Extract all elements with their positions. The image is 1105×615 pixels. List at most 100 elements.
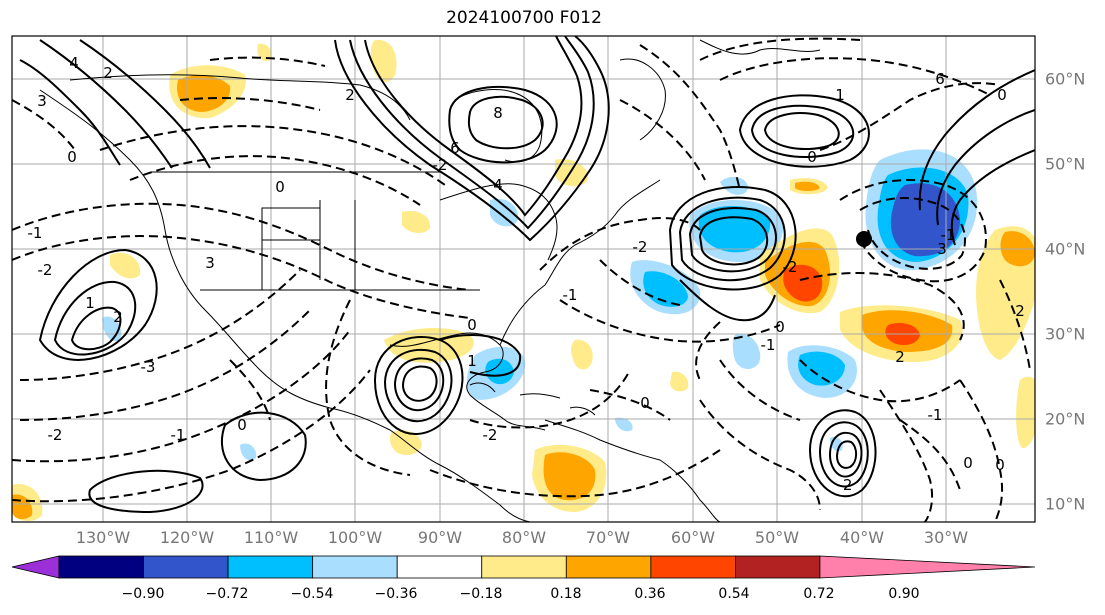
negative-anomaly-shading (798, 351, 845, 386)
lon-label: 90°W (417, 528, 463, 547)
contour-label: -2 (38, 261, 53, 279)
contour-label: -2 (433, 156, 448, 174)
contour-label: -2 (633, 238, 648, 256)
contour-label: 2 (113, 308, 123, 326)
contour-label: 0 (467, 316, 477, 334)
contour-label: -1 (928, 406, 943, 424)
lon-label: 30°W (923, 528, 969, 547)
positive-anomaly-shading (257, 43, 272, 62)
positive-anomaly-shading (783, 264, 823, 302)
lat-label: 40°N (1045, 239, 1086, 259)
map-frame (11, 35, 1036, 523)
positive-anomaly-shading (571, 339, 593, 370)
contour-label: 0 (67, 148, 77, 166)
contour-label: 0 (640, 394, 650, 412)
contour-label: -1 (761, 336, 776, 354)
contour-label: 2 (345, 86, 355, 104)
lon-label: 110°W (243, 528, 299, 547)
contour-label: -2 (483, 426, 498, 444)
lat-label: 10°N (1045, 494, 1086, 514)
dashed-contours (12, 37, 1031, 522)
coastlines (39, 39, 821, 522)
negative-anomaly-shading (490, 198, 519, 227)
contour-label-layer: 4 2 3 0 8 6 4 -2 2 0 -1 1 -2 -3 3 -1 1 -… (28, 54, 1025, 494)
colorbar-tick-label: 0.72 (803, 586, 835, 602)
colorbar-segment (312, 555, 398, 579)
contour-label: 0 (997, 86, 1007, 104)
lon-label: 130°W (75, 528, 131, 547)
positive-anomaly-shading (176, 75, 231, 112)
lon-label: 50°W (754, 528, 800, 547)
colorbar-tick-label: −0.18 (459, 586, 503, 602)
contour-label: 1 (835, 86, 845, 104)
map-title: 2024100700 F012 (446, 8, 602, 28)
colorbar-extend-max (819, 555, 1036, 579)
colorbar-tick-label: −0.54 (290, 586, 334, 602)
contour-label: 2 (1015, 302, 1025, 320)
positive-anomaly-shading (1016, 376, 1035, 449)
contour-label: -1 (28, 224, 43, 242)
contour-label: 0 (963, 454, 973, 472)
contour-label: -1 (941, 226, 956, 244)
negative-anomaly-shading (643, 271, 688, 307)
colorbar-segment (143, 555, 229, 579)
negative-anomaly-shading (240, 443, 257, 461)
colorbar-extend-min (11, 555, 60, 579)
colorbar-tick-label: −0.72 (205, 586, 249, 602)
positive-anomaly-shading (402, 210, 431, 234)
lat-label: 30°N (1045, 324, 1086, 344)
lon-label: 80°W (501, 528, 547, 547)
contour-label: 2 (103, 64, 113, 82)
colorbar-segment (735, 555, 821, 579)
lat-label: 50°N (1045, 154, 1086, 174)
lon-label: 120°W (159, 528, 215, 547)
contour-label: 4 (69, 54, 79, 72)
contour-label: -3 (141, 358, 156, 376)
colorbar-tick-label: 0.54 (718, 586, 750, 602)
lon-label: 100°W (327, 528, 383, 547)
contour-label: 6 (450, 139, 460, 157)
positive-anomaly-shading (555, 159, 589, 187)
positive-anomaly-shading (795, 181, 820, 191)
contour-label: 4 (493, 176, 503, 194)
contour-label: 0 (275, 178, 285, 196)
contour-label: 3 (937, 240, 947, 258)
graticule (12, 36, 1035, 522)
colorbar-segment (481, 555, 567, 579)
contour-label: 1 (85, 294, 95, 312)
colorbar-tick-label: 0.18 (550, 586, 582, 602)
positive-anomaly-shading (389, 430, 422, 456)
contour-label: -1 (563, 286, 578, 304)
contour-label: 0 (807, 148, 817, 166)
colorbar-tick-label: 0.36 (634, 586, 666, 602)
contour-label: 0 (995, 456, 1005, 474)
lat-label: 20°N (1045, 409, 1086, 429)
contour-label: -1 (171, 426, 186, 444)
negative-anomaly-shading (485, 358, 514, 385)
location-marker (856, 231, 872, 247)
negative-anomaly-shading (698, 205, 771, 253)
contour-label: 0 (775, 318, 785, 336)
contour-label: 8 (493, 104, 503, 122)
positive-anomaly-shading (543, 452, 596, 501)
contour-label: 3 (205, 254, 215, 272)
colorbar-tick-label: −0.36 (374, 586, 418, 602)
colorbar-segment (58, 555, 144, 579)
negative-anomaly-shading (890, 183, 960, 257)
contour-label: -2 (838, 476, 853, 494)
colorbar (11, 555, 1036, 579)
contour-label: 6 (935, 70, 945, 88)
colorbar-tick-label: 0.90 (888, 586, 920, 602)
positive-anomaly-shading (670, 371, 689, 392)
negative-anomaly-shading (732, 334, 761, 369)
contour-label: -2 (48, 426, 63, 444)
lat-label: 60°N (1045, 69, 1086, 89)
colorbar-tick-label: −0.90 (121, 586, 165, 602)
lon-label: 60°W (670, 528, 716, 547)
colorbar-segment (650, 555, 736, 579)
lon-label: 70°W (585, 528, 631, 547)
colorbar-segment (396, 555, 483, 579)
contour-label: 0 (237, 416, 247, 434)
lon-label: 40°W (839, 528, 885, 547)
